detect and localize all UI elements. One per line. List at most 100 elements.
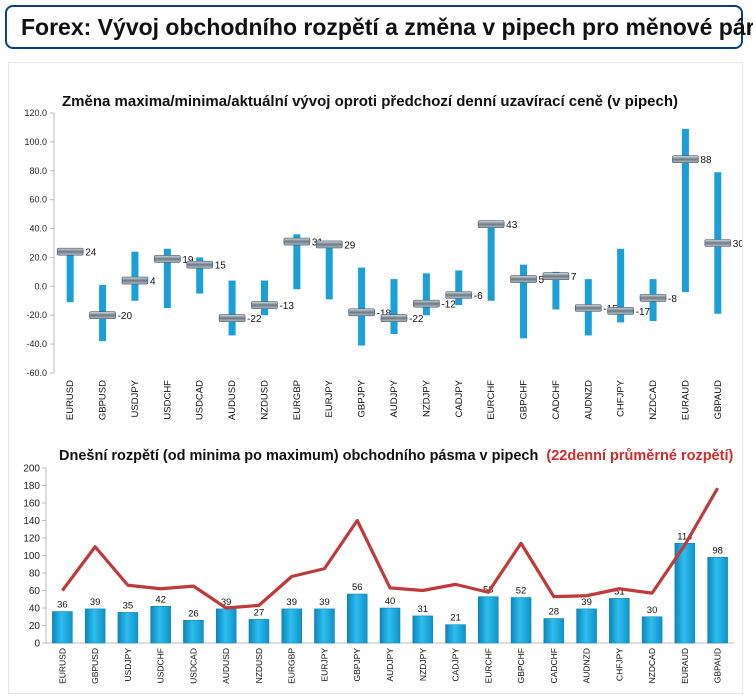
- current-marker: [218, 314, 246, 322]
- range-bar: [641, 616, 663, 644]
- range-bar: [248, 619, 270, 644]
- bar-value-label: 27: [254, 607, 265, 618]
- range-bar: [609, 598, 630, 644]
- range-bar: [260, 280, 268, 316]
- chart1-y-tick-label: 60.0: [29, 195, 47, 205]
- chart2-category-label: USDCAD: [188, 648, 198, 684]
- bar-value-label: 31: [417, 604, 428, 615]
- chart1-category-label: EURAUD: [680, 380, 691, 420]
- chart1-category-label: NZDCAD: [648, 380, 659, 420]
- chart2-category-label: GBPAUD: [713, 648, 723, 683]
- chart2-y-tick-label: 180: [23, 481, 40, 492]
- chart2-category-label: CADCHF: [549, 648, 559, 683]
- range-bar: [228, 280, 236, 336]
- bar-value-label: 35: [123, 600, 134, 611]
- chart1-category-label: USDJPY: [130, 379, 141, 417]
- range-bar: [325, 243, 333, 300]
- chart2-category-label: AUDNZD: [582, 648, 592, 683]
- chart2-category-label: USDJPY: [123, 648, 133, 682]
- bar-value-label: 36: [57, 600, 68, 611]
- page-title: Forex: Vývoj obchodního rozpětí a změna …: [21, 14, 753, 40]
- chart2-title-main: Dnešní rozpětí (od minima po maximum) ob…: [59, 448, 538, 464]
- current-marker: [574, 304, 602, 312]
- chart2-category-label: GBPCHF: [516, 648, 526, 683]
- chart2-category-label: AUDUSD: [221, 648, 231, 684]
- current-marker: [704, 239, 732, 247]
- range-bar: [707, 557, 728, 644]
- chart2-category-label: EURAUD: [680, 648, 690, 684]
- current-value-label: -17: [636, 307, 651, 318]
- range-bar: [674, 543, 696, 644]
- current-marker: [186, 260, 214, 269]
- chart1-category-label: EURUSD: [65, 380, 76, 420]
- current-value-label: -12: [441, 300, 456, 311]
- range-bar: [215, 608, 237, 644]
- current-value-label: 30: [733, 239, 742, 250]
- daily-range-chart: Dnešní rozpětí (od minima po maximum) ob…: [23, 448, 734, 684]
- bar-value-label: 39: [581, 597, 592, 608]
- chart1-category-label: AUDJPY: [389, 379, 400, 417]
- range-bar: [478, 596, 499, 644]
- chart2-category-label: EURUSD: [57, 648, 67, 684]
- chart1-category-label: EURCHF: [486, 380, 497, 420]
- pip-change-range-chart: Změna maxima/minima/aktuální vývoj oprot…: [24, 93, 742, 420]
- current-marker: [348, 308, 375, 317]
- chart1-category-label: AUDUSD: [227, 380, 238, 420]
- bar-value-label: 114: [677, 531, 692, 542]
- bar-value-label: 98: [712, 545, 723, 556]
- chart1-category-label: USDCHF: [162, 380, 173, 420]
- chart1-category-label: CADCHF: [551, 380, 562, 420]
- chart1-category-label: USDCAD: [195, 380, 206, 420]
- range-bar: [163, 248, 171, 308]
- current-value-label: 19: [182, 255, 194, 266]
- current-value-label: -22: [409, 314, 424, 325]
- range-bar: [487, 224, 495, 301]
- chart1-y-tick-label: 0.0: [34, 281, 47, 291]
- current-value-label: 7: [571, 272, 577, 283]
- current-value-label: 29: [344, 240, 356, 251]
- chart1-category-label: CHFJPY: [616, 379, 627, 417]
- current-marker: [315, 240, 343, 249]
- current-value-label: 15: [215, 261, 227, 272]
- bar-value-label: 39: [286, 597, 297, 608]
- chart1-y-tick-label: 100.0: [24, 137, 47, 147]
- bar-value-label: 56: [352, 582, 363, 593]
- range-bar: [358, 267, 366, 346]
- chart2-y-tick-label: 0: [34, 639, 40, 650]
- chart2-y-tick-label: 200: [23, 464, 40, 475]
- chart2-title-highlight: (22denní průměrné rozpětí): [546, 448, 733, 464]
- current-value-label: 43: [506, 220, 518, 231]
- current-marker: [89, 311, 116, 320]
- current-marker: [251, 301, 278, 309]
- current-value-label: 5: [539, 275, 545, 286]
- range-bar: [379, 607, 401, 644]
- chart1-category-label: AUDNZD: [583, 380, 594, 420]
- current-marker: [154, 255, 181, 263]
- bar-value-label: 21: [450, 613, 461, 624]
- chart2-category-label: USDCHF: [156, 648, 166, 683]
- chart1-y-tick-label: 80.0: [29, 166, 47, 176]
- chart1-category-label: EURGBP: [292, 380, 303, 420]
- chart2-y-tick-label: 140: [23, 516, 40, 527]
- chart2-category-label: NZDUSD: [254, 648, 264, 683]
- chart2-y-tick-label: 40: [29, 604, 41, 615]
- chart2-category-label: EURJPY: [319, 648, 329, 682]
- current-value-label: -20: [118, 311, 133, 322]
- chart1-category-label: CADJPY: [454, 379, 465, 417]
- range-bar: [455, 270, 463, 306]
- chart2-category-label: CADJPY: [451, 648, 461, 682]
- range-bar: [412, 615, 434, 644]
- range-bar: [314, 608, 335, 644]
- chart1-y-tick-label: -20.0: [26, 310, 47, 320]
- chart2-y-tick-label: 160: [23, 499, 40, 510]
- chart1-y-tick-label: -40.0: [26, 339, 47, 349]
- range-bar: [183, 620, 204, 644]
- chart1-category-label: GBPCHF: [519, 380, 530, 420]
- current-marker: [639, 294, 667, 302]
- range-bar: [510, 597, 532, 644]
- current-value-label: 4: [150, 277, 156, 288]
- current-marker: [445, 291, 473, 299]
- page-header: Forex: Vývoj obchodního rozpětí a změna …: [5, 5, 753, 49]
- chart2-title: Dnešní rozpětí (od minima po maximum) ob…: [59, 448, 733, 464]
- range-bar: [52, 611, 73, 644]
